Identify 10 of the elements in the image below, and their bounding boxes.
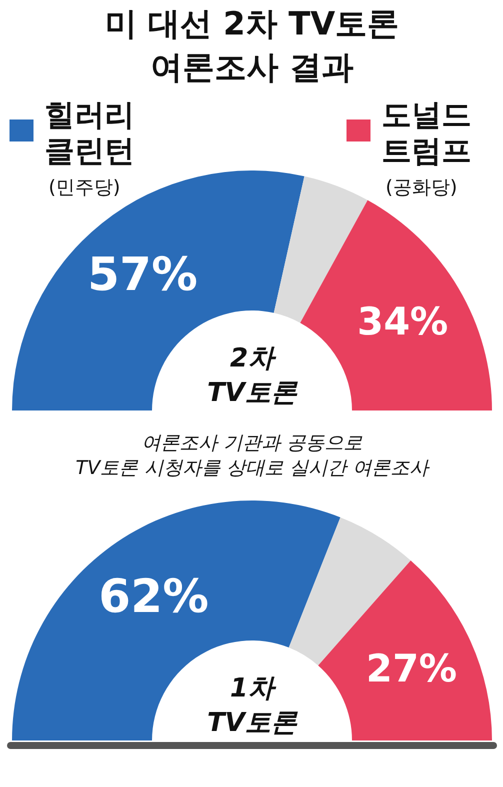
data-label: 62% [98,568,209,623]
data-label: 27% [366,646,457,690]
legend-label: 힐러리 클린턴 (민주당) [44,98,134,198]
chart-title: 미 대선 2차 TV토론 여론조사 결과 [104,4,400,86]
data-label: 34% [357,299,448,344]
legend-label: 도널드 트럼프 (공화당) [382,98,472,198]
data-label: 57% [88,246,198,301]
text: 여론조사 기관과 공동으로 TV토론 시청자를 상대로 실시간 여론조사 [76,432,430,480]
text: 1차 TV토론 [207,673,298,738]
text: 2차 TV토론 [207,343,298,408]
